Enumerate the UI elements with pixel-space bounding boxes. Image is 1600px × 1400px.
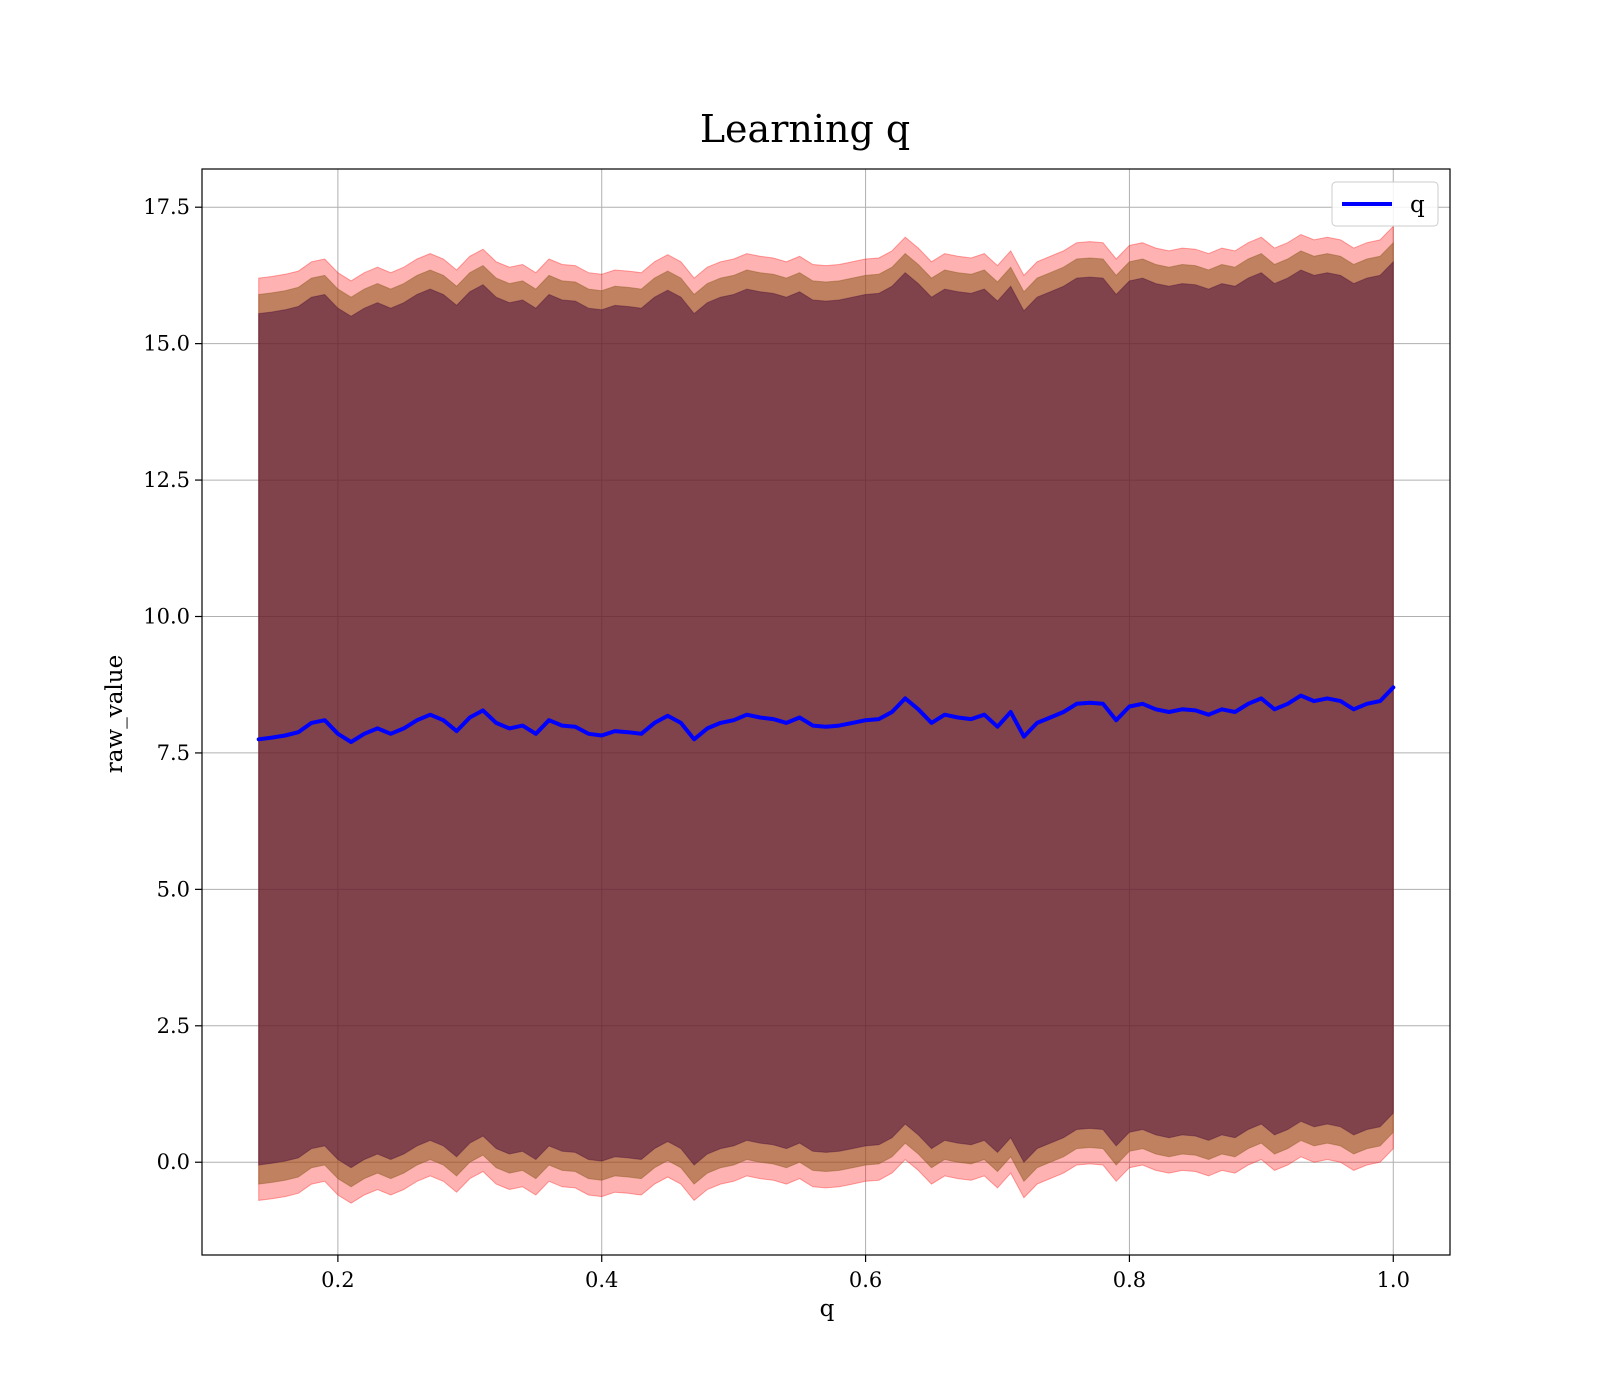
x-tick-label-1: 0.4	[585, 1268, 618, 1292]
x-tick-label-2: 0.6	[849, 1268, 882, 1292]
band-inner	[258, 260, 1394, 1169]
legend: q	[1331, 181, 1439, 227]
legend-label-q: q	[1410, 192, 1425, 218]
y-tick-label-4: 10.0	[143, 604, 190, 628]
chart-title: Learning q	[700, 107, 910, 151]
y-tick-label-1: 2.5	[157, 1014, 190, 1038]
y-tick-label-6: 15.0	[143, 332, 190, 356]
x-tick-label-0: 0.2	[321, 1268, 354, 1292]
y-tick-label-3: 7.5	[157, 741, 190, 765]
y-tick-label-7: 17.5	[143, 195, 190, 219]
y-tick-label-0: 0.0	[157, 1150, 190, 1174]
y-tick-label-2: 5.0	[157, 877, 190, 901]
x-tick-label-3: 0.8	[1113, 1268, 1146, 1292]
x-axis-label: q	[820, 1296, 835, 1322]
x-tick-label-4: 1.0	[1377, 1268, 1410, 1292]
y-tick-label-5: 12.5	[143, 468, 190, 492]
plot-area: 0.2 0.4 0.6 0.8 1.0 0.0 2.5 5.0 7.5 10.0 12.5 15.0 1…	[143, 168, 1451, 1292]
axes-frame	[201, 168, 1451, 1256]
y-axis-label: raw_value	[102, 655, 128, 773]
series-line-q	[256, 685, 1396, 744]
